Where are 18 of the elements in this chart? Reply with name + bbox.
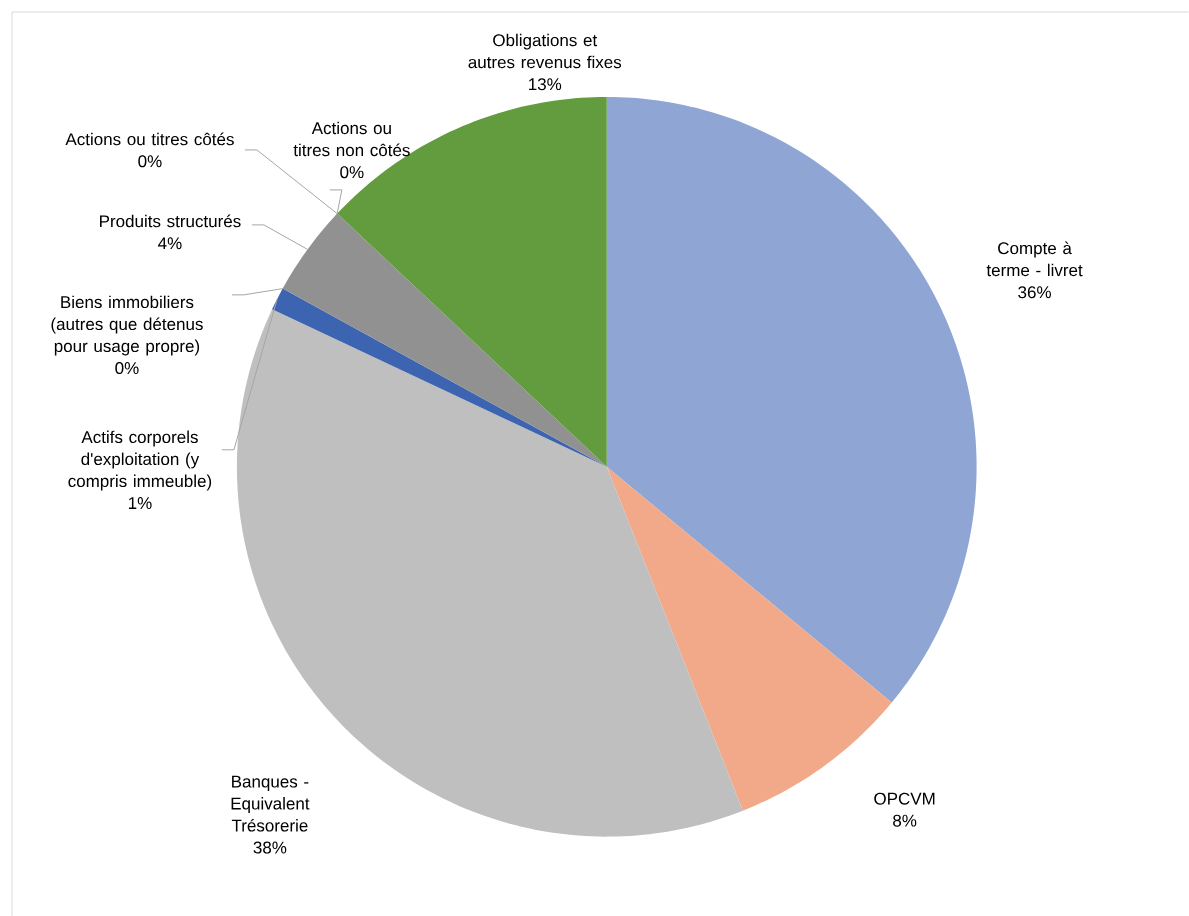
- data-label: 13%: [529, 78, 562, 91]
- data-label: 1%: [128, 497, 152, 509]
- text: 0%: [138, 155, 162, 168]
- slice-label: Produits structurés: [100, 214, 241, 228]
- slice-label: OPCVM: [874, 792, 935, 805]
- slice-label: Compte à terme - livret: [986, 241, 1083, 277]
- slice-label: Banques - Equivalent Trésorerie: [231, 775, 310, 832]
- data-label: 38%: [253, 841, 287, 854]
- slice-label: Actifs corporels d'exploitation (y compris immeuble): [68, 430, 212, 491]
- data-label: 36%: [1018, 286, 1051, 299]
- category-label: Biens immobiliers (autres que détenus pour usage propre): [51, 295, 203, 356]
- category-label: Actions ou titres côtés: [65, 132, 234, 146]
- category-label: Actions ou titres non côtés: [293, 121, 410, 157]
- slice-label: Obligations et autres revenus fixes: [468, 33, 622, 69]
- data-label: 4%: [158, 237, 182, 250]
- text: 0%: [115, 362, 139, 375]
- text: 0%: [340, 166, 364, 179]
- data-label: 8%: [893, 814, 917, 827]
